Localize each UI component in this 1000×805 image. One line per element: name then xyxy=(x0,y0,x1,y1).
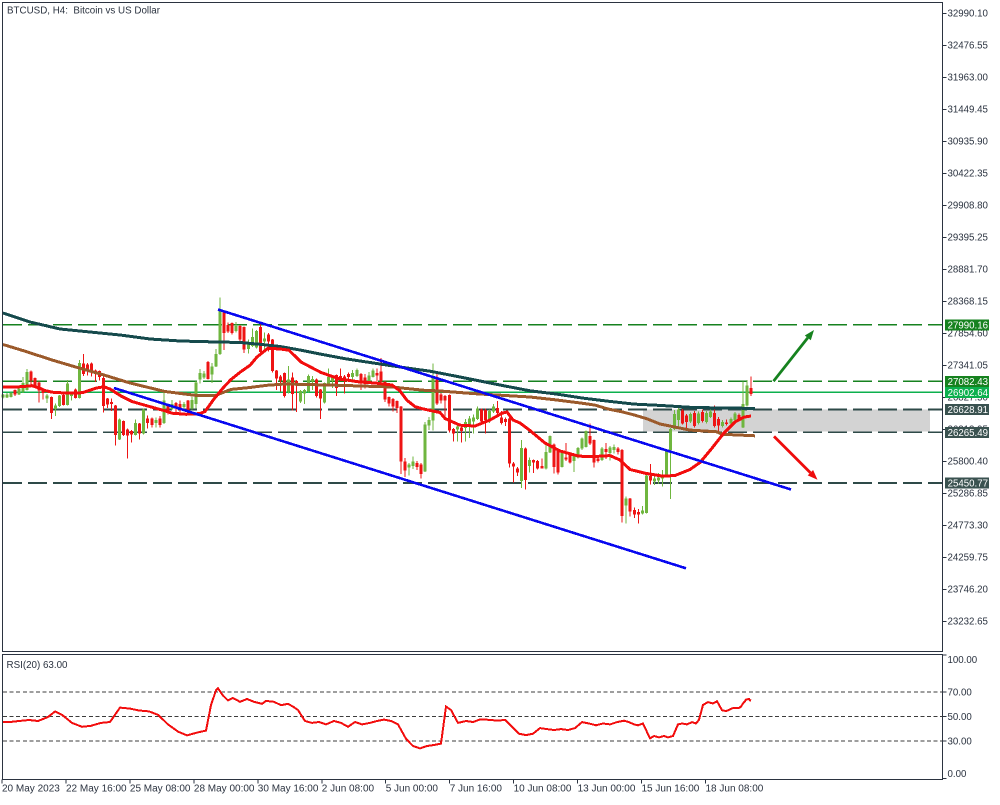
svg-text:0.00: 0.00 xyxy=(948,769,967,780)
svg-text:50.00: 50.00 xyxy=(948,712,973,723)
svg-text:5 Jun 00:00: 5 Jun 00:00 xyxy=(386,784,439,795)
svg-text:7 Jun 16:00: 7 Jun 16:00 xyxy=(450,784,503,795)
svg-text:28881.70: 28881.70 xyxy=(948,265,989,276)
svg-text:26265.49: 26265.49 xyxy=(948,428,988,439)
svg-text:30 May 16:00: 30 May 16:00 xyxy=(258,784,319,795)
svg-text:30.00: 30.00 xyxy=(948,737,973,748)
svg-text:24773.30: 24773.30 xyxy=(948,521,989,532)
svg-text:25800.40: 25800.40 xyxy=(948,457,989,468)
svg-text:100.00: 100.00 xyxy=(948,655,978,666)
svg-text:22 May 16:00: 22 May 16:00 xyxy=(66,784,127,795)
svg-text:32990.10: 32990.10 xyxy=(948,9,989,20)
svg-text:28 May 00:00: 28 May 00:00 xyxy=(194,784,255,795)
svg-text:23232.65: 23232.65 xyxy=(948,617,988,628)
svg-text:25450.77: 25450.77 xyxy=(948,479,988,490)
svg-text:15 Jun 16:00: 15 Jun 16:00 xyxy=(642,784,700,795)
svg-text:18 Jun 08:00: 18 Jun 08:00 xyxy=(706,784,764,795)
svg-text:RSI(20) 63.00: RSI(20) 63.00 xyxy=(7,660,69,671)
svg-text:31963.00: 31963.00 xyxy=(948,73,989,84)
svg-text:26628.91: 26628.91 xyxy=(948,405,988,416)
svg-text:27854.60: 27854.60 xyxy=(948,329,989,340)
svg-text:27082.43: 27082.43 xyxy=(948,377,988,388)
svg-text:24259.75: 24259.75 xyxy=(948,553,988,564)
svg-text:25 May 08:00: 25 May 08:00 xyxy=(130,784,191,795)
svg-text:30935.90: 30935.90 xyxy=(948,137,989,148)
svg-text:70.00: 70.00 xyxy=(948,688,973,699)
svg-text:30422.35: 30422.35 xyxy=(948,169,988,180)
svg-text:13 Jun 00:00: 13 Jun 00:00 xyxy=(578,784,636,795)
svg-text:23746.20: 23746.20 xyxy=(948,585,989,596)
svg-text:25286.85: 25286.85 xyxy=(948,489,988,500)
svg-text:20 May 2023: 20 May 2023 xyxy=(2,784,60,795)
svg-text:BTCUSD, H4: Bitcoin vs US Dol: BTCUSD, H4: Bitcoin vs US Dollar xyxy=(7,6,161,17)
svg-text:28368.15: 28368.15 xyxy=(948,297,988,308)
svg-text:10 Jun 08:00: 10 Jun 08:00 xyxy=(514,784,572,795)
svg-text:2 Jun 08:00: 2 Jun 08:00 xyxy=(322,784,375,795)
svg-text:26827.50: 26827.50 xyxy=(948,393,989,404)
svg-text:27990.16: 27990.16 xyxy=(948,321,988,332)
svg-text:32476.55: 32476.55 xyxy=(948,41,988,52)
svg-text:29908.80: 29908.80 xyxy=(948,201,989,212)
svg-text:29395.25: 29395.25 xyxy=(948,233,988,244)
svg-text:31449.45: 31449.45 xyxy=(948,105,988,116)
svg-text:26902.64: 26902.64 xyxy=(948,388,989,399)
svg-text:27341.05: 27341.05 xyxy=(948,361,988,372)
